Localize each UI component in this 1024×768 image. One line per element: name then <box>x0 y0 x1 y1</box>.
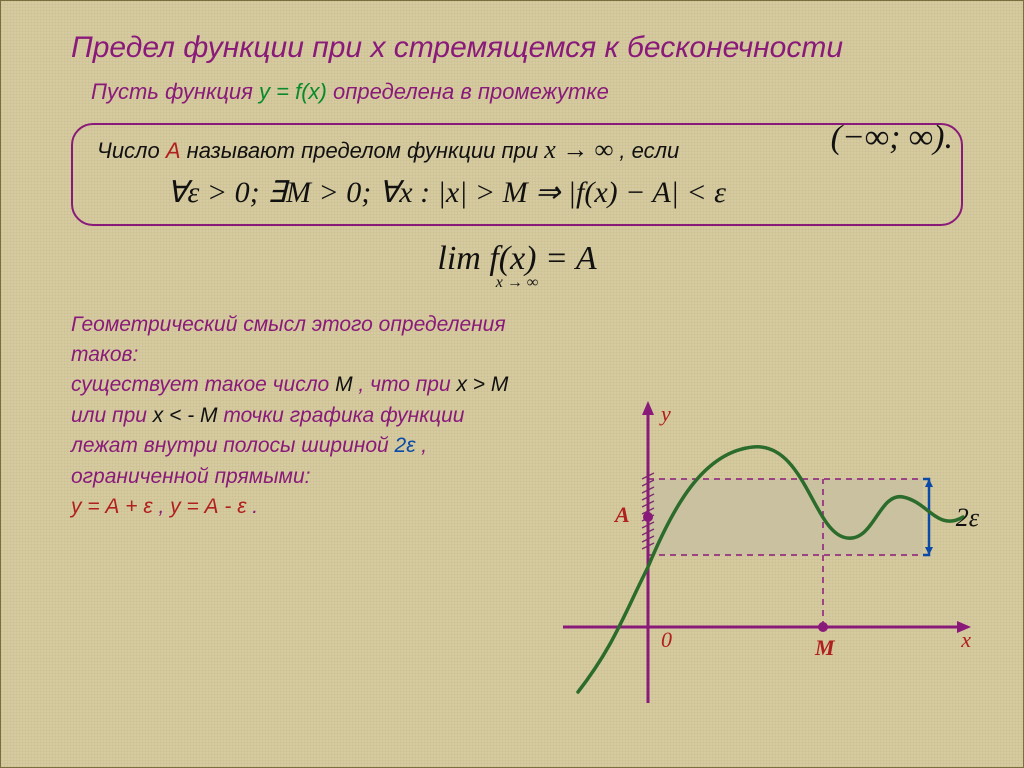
def-b: называют пределом функции при <box>187 138 545 163</box>
geo-l3a: ограниченной прямыми: <box>71 465 310 488</box>
label-y: y <box>661 401 671 427</box>
limit-expression: lim f(x) = A x → ∞ <box>71 240 963 292</box>
geo-l2d: х > М <box>456 373 508 396</box>
label-0: 0 <box>661 627 672 653</box>
intro-prefix: Пусть функция <box>91 79 259 104</box>
geo-l2f: х < - М <box>153 404 218 427</box>
geo-l2h: 2ε <box>395 434 416 457</box>
page-title: Предел функции при х стремящемся к беско… <box>71 29 963 67</box>
intro-fx: у = f(x) <box>259 79 327 104</box>
def-c: , если <box>619 138 679 163</box>
def-a: Число <box>97 138 166 163</box>
definition-box: Число А называют пределом функции при x … <box>71 123 963 226</box>
label-M: M <box>815 635 835 661</box>
chart: y x 0 A M 2ε <box>553 397 973 707</box>
label-2eps: 2ε <box>956 503 979 533</box>
geo-l4a: у = А + ε <box>71 495 158 518</box>
def-A: А <box>166 138 181 163</box>
limit-top: lim f(x) = A <box>437 240 596 277</box>
geo-l2e: или при <box>71 404 153 427</box>
geo-l1: Геометрический смысл этого определения т… <box>71 313 506 366</box>
geo-l2b: М <box>335 373 353 396</box>
geo-l4d: . <box>252 495 258 518</box>
definition-line1: Число А называют пределом функции при x … <box>97 135 937 165</box>
limit-sub: x → ∞ <box>71 274 963 292</box>
interval: (−∞; ∞). <box>831 119 953 157</box>
geo-l2c: , что при <box>358 373 456 396</box>
geo-l2a: существует такое число <box>71 373 335 396</box>
label-A: A <box>615 502 630 528</box>
def-xto: x → ∞ <box>544 135 613 164</box>
geo-l4b: , <box>158 495 170 518</box>
label-x: x <box>961 627 971 653</box>
slide: Предел функции при х стремящемся к беско… <box>0 0 1024 768</box>
intro-line: Пусть функция у = f(x) определена в пром… <box>91 79 963 105</box>
geometric-text: Геометрический смысл этого определения т… <box>71 310 511 523</box>
geo-l4c: у = А - ε <box>170 495 252 518</box>
chart-svg <box>553 397 973 707</box>
intro-suffix: определена в промежутке <box>333 79 609 104</box>
definition-formula: ∀ε > 0; ∃M > 0; ∀x : |x| > M ⇒ |f(x) − A… <box>97 175 937 210</box>
geo-l2i: , <box>421 434 427 457</box>
